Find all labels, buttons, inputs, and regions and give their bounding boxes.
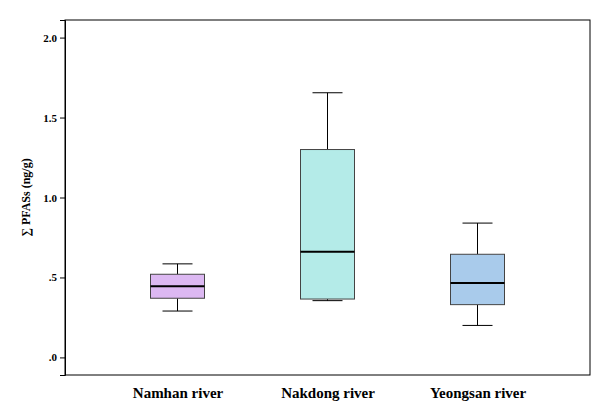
min-cap [463,325,493,326]
y-tick-label: .5 [49,271,58,283]
y-tick-label: 1.5 [43,112,57,124]
x-axis: Namhan river Nakdong river Yeongsan river [133,385,527,401]
plot-frame [65,20,590,375]
median [301,251,355,253]
y-tick-mark [60,357,65,358]
x-tick: Yeongsan river [430,385,527,401]
x-tick-label: Nakdong river [281,385,375,401]
upper-whisker [177,264,178,274]
box-group [301,93,355,301]
y-axis-title: ∑ PFASs (ng/g) [19,158,33,236]
y-tick: 1.0 [43,192,65,204]
box [301,150,355,300]
y-tick-mark [60,277,65,278]
y-tick: .5 [49,271,65,283]
y-tick: .0 [49,351,65,363]
y-tick-label: 1.0 [43,192,57,204]
lower-whisker [477,305,478,326]
y-tick: 1.5 [43,112,65,124]
y-tick-label: 2.0 [43,32,57,44]
x-tick: Namhan river [133,385,224,401]
min-cap [313,300,343,301]
upper-whisker [477,223,478,254]
box-group [151,264,205,311]
y-tick-mark [60,198,65,199]
y-tick-label: .0 [49,351,58,363]
max-cap [463,223,493,224]
lower-whisker [177,298,178,311]
y-tick-mark [60,38,65,39]
max-cap [163,263,193,264]
upper-whisker [327,93,328,150]
median [151,285,205,287]
max-cap [313,92,343,93]
box [451,254,505,304]
box-group [451,223,505,325]
median [451,282,505,284]
chart: .0 .5 1.0 1.5 2.0 Namhan river Nakdong river Ye… [0,0,610,414]
x-tick-label: Namhan river [133,385,224,401]
y-axis-line [60,21,66,376]
x-tick: Nakdong river [281,385,375,401]
y-tick-mark [60,118,65,119]
boxes [151,93,505,326]
y-axis: .0 .5 1.0 1.5 2.0 [43,21,65,376]
y-tick: 2.0 [43,32,65,44]
min-cap [163,311,193,312]
x-tick-label: Yeongsan river [430,385,527,401]
box [151,274,205,298]
